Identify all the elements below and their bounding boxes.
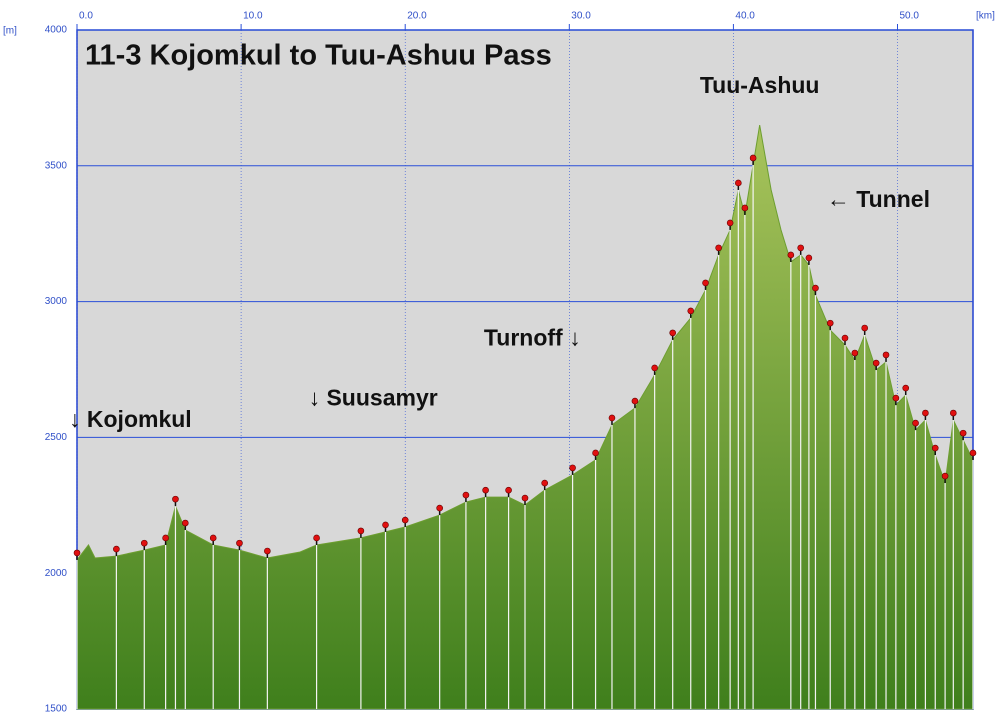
waypoint (826, 319, 834, 327)
waypoint (812, 284, 819, 292)
labels: 1500 2000 2500 3000 3500 4000 0.0 10.0 20.0 30.0 4… (45, 11, 930, 714)
x-axis-label: [km] (976, 11, 995, 22)
waypoint (569, 464, 576, 472)
waypoint (912, 419, 919, 427)
waypoint (113, 545, 120, 553)
waypoint (382, 521, 389, 529)
y-tick-label: 2000 (45, 568, 68, 579)
y-tick-label: 2500 (45, 432, 68, 443)
waypoint (162, 534, 169, 542)
waypoint (902, 384, 910, 392)
waypoint (741, 204, 749, 212)
waypoint (922, 409, 929, 417)
annotation: ↓ Kojomkul (69, 406, 192, 432)
x-tick-label: 0.0 (79, 11, 93, 22)
waypoint (140, 539, 148, 547)
waypoint (401, 516, 409, 524)
x-tick-label: 10.0 (243, 11, 263, 22)
waypoint (749, 154, 757, 162)
waypoint (436, 504, 443, 512)
waypoint (669, 329, 676, 337)
y-axis-label: [m] (3, 26, 17, 37)
elevation-area (76, 124, 974, 710)
waypoint (357, 527, 365, 535)
waypoint (687, 307, 695, 315)
waypoint (882, 351, 890, 359)
x-tick-label: 20.0 (407, 11, 427, 22)
waypoint (931, 444, 939, 452)
waypoint (872, 359, 880, 367)
waypoint (462, 491, 470, 499)
waypoint (702, 279, 709, 287)
annotation: ← Tunnel (827, 186, 930, 212)
waypoint (787, 251, 795, 259)
x-tick-label: 30.0 (571, 11, 591, 22)
waypoint (726, 219, 734, 227)
waypoint (969, 449, 977, 457)
waypoint (805, 254, 813, 262)
waypoint (651, 364, 658, 372)
chart-title: 11-3 Kojomkul to Tuu-Ashuu Pass (85, 40, 552, 72)
waypoint (592, 449, 599, 457)
x-tick-label: 50.0 (900, 11, 920, 22)
waypoint (841, 334, 849, 342)
annotation: Tuu-Ashuu (700, 72, 820, 98)
waypoint (950, 409, 957, 417)
waypoint (715, 244, 722, 252)
plot (73, 124, 977, 710)
waypoint (797, 244, 804, 252)
waypoint (264, 547, 271, 555)
annotation: ↓ Suusamyr (309, 384, 438, 410)
waypoint (941, 472, 949, 480)
waypoint (892, 394, 900, 402)
waypoint (851, 349, 859, 357)
x-tick-label: 40.0 (735, 11, 755, 22)
waypoint (608, 414, 616, 422)
y-tick-label: 1500 (45, 704, 68, 714)
waypoint (236, 539, 243, 547)
waypoint (73, 549, 81, 557)
waypoint (541, 479, 548, 487)
waypoint (959, 429, 967, 437)
waypoint (521, 494, 529, 502)
waypoint (735, 179, 742, 187)
y-tick-label: 4000 (45, 25, 68, 36)
y-tick-label: 3000 (45, 296, 68, 307)
y-tick-label: 3500 (45, 160, 68, 171)
waypoint (313, 534, 320, 542)
waypoint (209, 534, 217, 542)
waypoint (861, 324, 868, 332)
waypoint (505, 486, 512, 494)
waypoint (172, 495, 179, 503)
waypoint (631, 397, 639, 405)
annotation: Turnoff ↓ (484, 325, 581, 351)
waypoint (482, 486, 489, 494)
waypoint (182, 519, 189, 527)
